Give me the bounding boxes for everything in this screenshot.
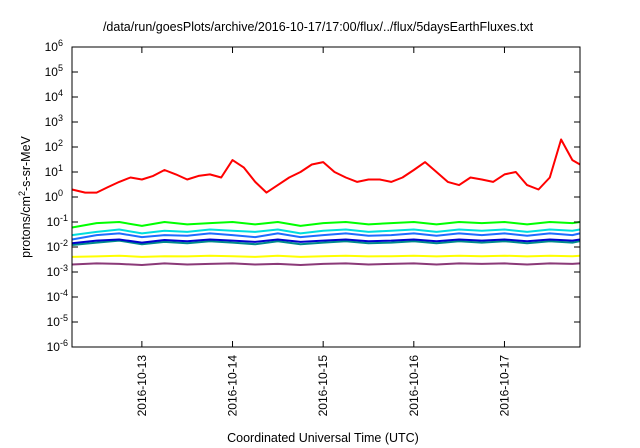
series-line-3 xyxy=(71,228,581,237)
y-tick-label: 106 xyxy=(45,38,63,54)
y-tick-label: 103 xyxy=(45,113,63,129)
y-tick-label: 10-6 xyxy=(47,338,68,354)
y-tick-exp: 5 xyxy=(58,63,63,73)
y-tick-base: 10 xyxy=(47,315,61,329)
y-tick-exp: 4 xyxy=(58,88,63,98)
y-tick-label: 102 xyxy=(45,138,63,154)
y-tick-exp: 6 xyxy=(58,38,63,48)
chart-title: /data/run/goesPlots/archive/2016-10-17/1… xyxy=(103,20,534,34)
y-axis-label-rest: -s-sr-MeV xyxy=(19,135,33,191)
y-tick-exp: -1 xyxy=(60,213,68,223)
x-tick-label: 2016-10-14 xyxy=(226,355,240,417)
y-tick-exp: -5 xyxy=(60,313,68,323)
series-line-5 xyxy=(71,239,581,246)
y-tick-base: 10 xyxy=(47,340,61,354)
y-tick-label: 10-1 xyxy=(47,213,68,229)
y-tick-base: 10 xyxy=(45,115,59,129)
series-line-7 xyxy=(71,254,581,258)
y-tick-label: 105 xyxy=(45,63,63,79)
y-tick-label: 10-4 xyxy=(47,288,68,304)
y-tick-exp: 3 xyxy=(58,113,63,123)
y-tick-label: 10-3 xyxy=(47,263,68,279)
y-tick-base: 10 xyxy=(45,190,59,204)
y-tick-base: 10 xyxy=(45,90,59,104)
y-tick-exp: -4 xyxy=(60,288,68,298)
y-tick-label: 10-5 xyxy=(47,313,68,329)
y-tick-exp: 2 xyxy=(58,138,63,148)
y-tick-base: 10 xyxy=(47,290,61,304)
series-line-2 xyxy=(71,221,581,229)
y-tick-base: 10 xyxy=(45,165,59,179)
series-line-6 xyxy=(71,238,581,245)
series-layer xyxy=(71,138,581,266)
y-tick-exp: 0 xyxy=(58,188,63,198)
y-tick-base: 10 xyxy=(47,265,61,279)
y-tick-label: 100 xyxy=(45,188,63,204)
series-line-1 xyxy=(71,138,581,194)
y-axis-label-sup: 2 xyxy=(17,191,27,196)
ticks-layer: 10-610-510-410-310-210-11001011021031041… xyxy=(45,38,580,416)
plot-frame xyxy=(71,46,581,348)
y-tick-exp: -6 xyxy=(60,338,68,348)
y-tick-base: 10 xyxy=(45,40,59,54)
y-tick-base: 10 xyxy=(47,215,61,229)
y-tick-base: 10 xyxy=(45,140,59,154)
x-tick-label: 2016-10-13 xyxy=(135,355,149,417)
x-tick-label: 2016-10-16 xyxy=(407,355,421,417)
series-line-4 xyxy=(71,232,581,241)
y-axis-label-main: protons/cm xyxy=(19,196,33,258)
x-tick-label: 2016-10-15 xyxy=(316,355,330,417)
y-tick-exp: 1 xyxy=(58,163,63,173)
y-tick-base: 10 xyxy=(47,240,61,254)
series-line-8 xyxy=(71,262,581,266)
y-tick-exp: -3 xyxy=(60,263,68,273)
y-tick-exp: -2 xyxy=(60,238,68,248)
y-axis-label: protons/cm2-s-sr-MeV xyxy=(17,135,33,257)
y-tick-label: 101 xyxy=(45,163,63,179)
x-axis-label: Coordinated Universal Time (UTC) xyxy=(227,431,419,445)
y-tick-label: 104 xyxy=(45,88,63,104)
y-tick-label: 10-2 xyxy=(47,238,68,254)
y-tick-base: 10 xyxy=(45,65,59,79)
x-tick-label: 2016-10-17 xyxy=(498,355,512,417)
